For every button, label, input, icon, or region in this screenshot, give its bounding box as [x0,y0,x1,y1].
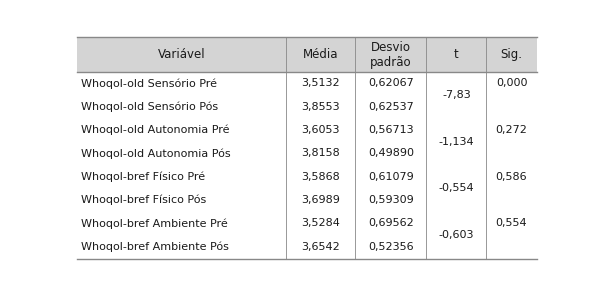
Text: 0,56713: 0,56713 [368,125,414,135]
Text: Whoqol-old Autonomia Pré: Whoqol-old Autonomia Pré [81,125,229,135]
Text: 0,554: 0,554 [496,219,527,229]
Text: 3,6053: 3,6053 [301,125,340,135]
Text: Média: Média [303,48,338,61]
Text: 3,8553: 3,8553 [301,102,340,112]
Text: 0,000: 0,000 [496,78,527,88]
Text: Whoqol-bref Ambiente Pré: Whoqol-bref Ambiente Pré [81,218,228,229]
Text: 0,62067: 0,62067 [368,78,414,88]
Text: 3,5132: 3,5132 [301,78,340,88]
Text: 0,586: 0,586 [496,172,527,182]
Text: Whoqol-old Sensório Pré: Whoqol-old Sensório Pré [81,78,217,88]
Text: Sig.: Sig. [501,48,522,61]
Text: 3,5284: 3,5284 [301,219,340,229]
Text: 0,49890: 0,49890 [368,149,414,159]
Text: 0,272: 0,272 [495,125,528,135]
Text: Desvio
padrão: Desvio padrão [370,40,412,69]
Text: -0,603: -0,603 [438,230,474,240]
Text: 0,61079: 0,61079 [368,172,414,182]
Text: Whoqol-old Sensório Pós: Whoqol-old Sensório Pós [81,101,218,112]
Text: 3,6542: 3,6542 [301,242,340,252]
Text: Whoqol-bref Físico Pré: Whoqol-bref Físico Pré [81,171,205,182]
Text: Whoqol-old Autonomia Pós: Whoqol-old Autonomia Pós [81,148,231,159]
Text: -7,83: -7,83 [442,90,471,100]
Bar [77,38,537,72]
Text: 3,6989: 3,6989 [301,195,340,205]
Text: 3,5868: 3,5868 [301,172,340,182]
Text: 0,62537: 0,62537 [368,102,414,112]
Text: t: t [454,48,459,61]
Text: 0,59309: 0,59309 [368,195,414,205]
Text: 3,8158: 3,8158 [301,149,340,159]
Text: -0,554: -0,554 [438,183,474,193]
Text: Whoqol-bref Ambiente Pós: Whoqol-bref Ambiente Pós [81,242,229,252]
Text: Variável: Variável [158,48,205,61]
Text: 0,69562: 0,69562 [368,219,414,229]
Text: 0,52356: 0,52356 [368,242,414,252]
Text: Whoqol-bref Físico Pós: Whoqol-bref Físico Pós [81,195,206,205]
Text: -1,134: -1,134 [438,137,474,147]
